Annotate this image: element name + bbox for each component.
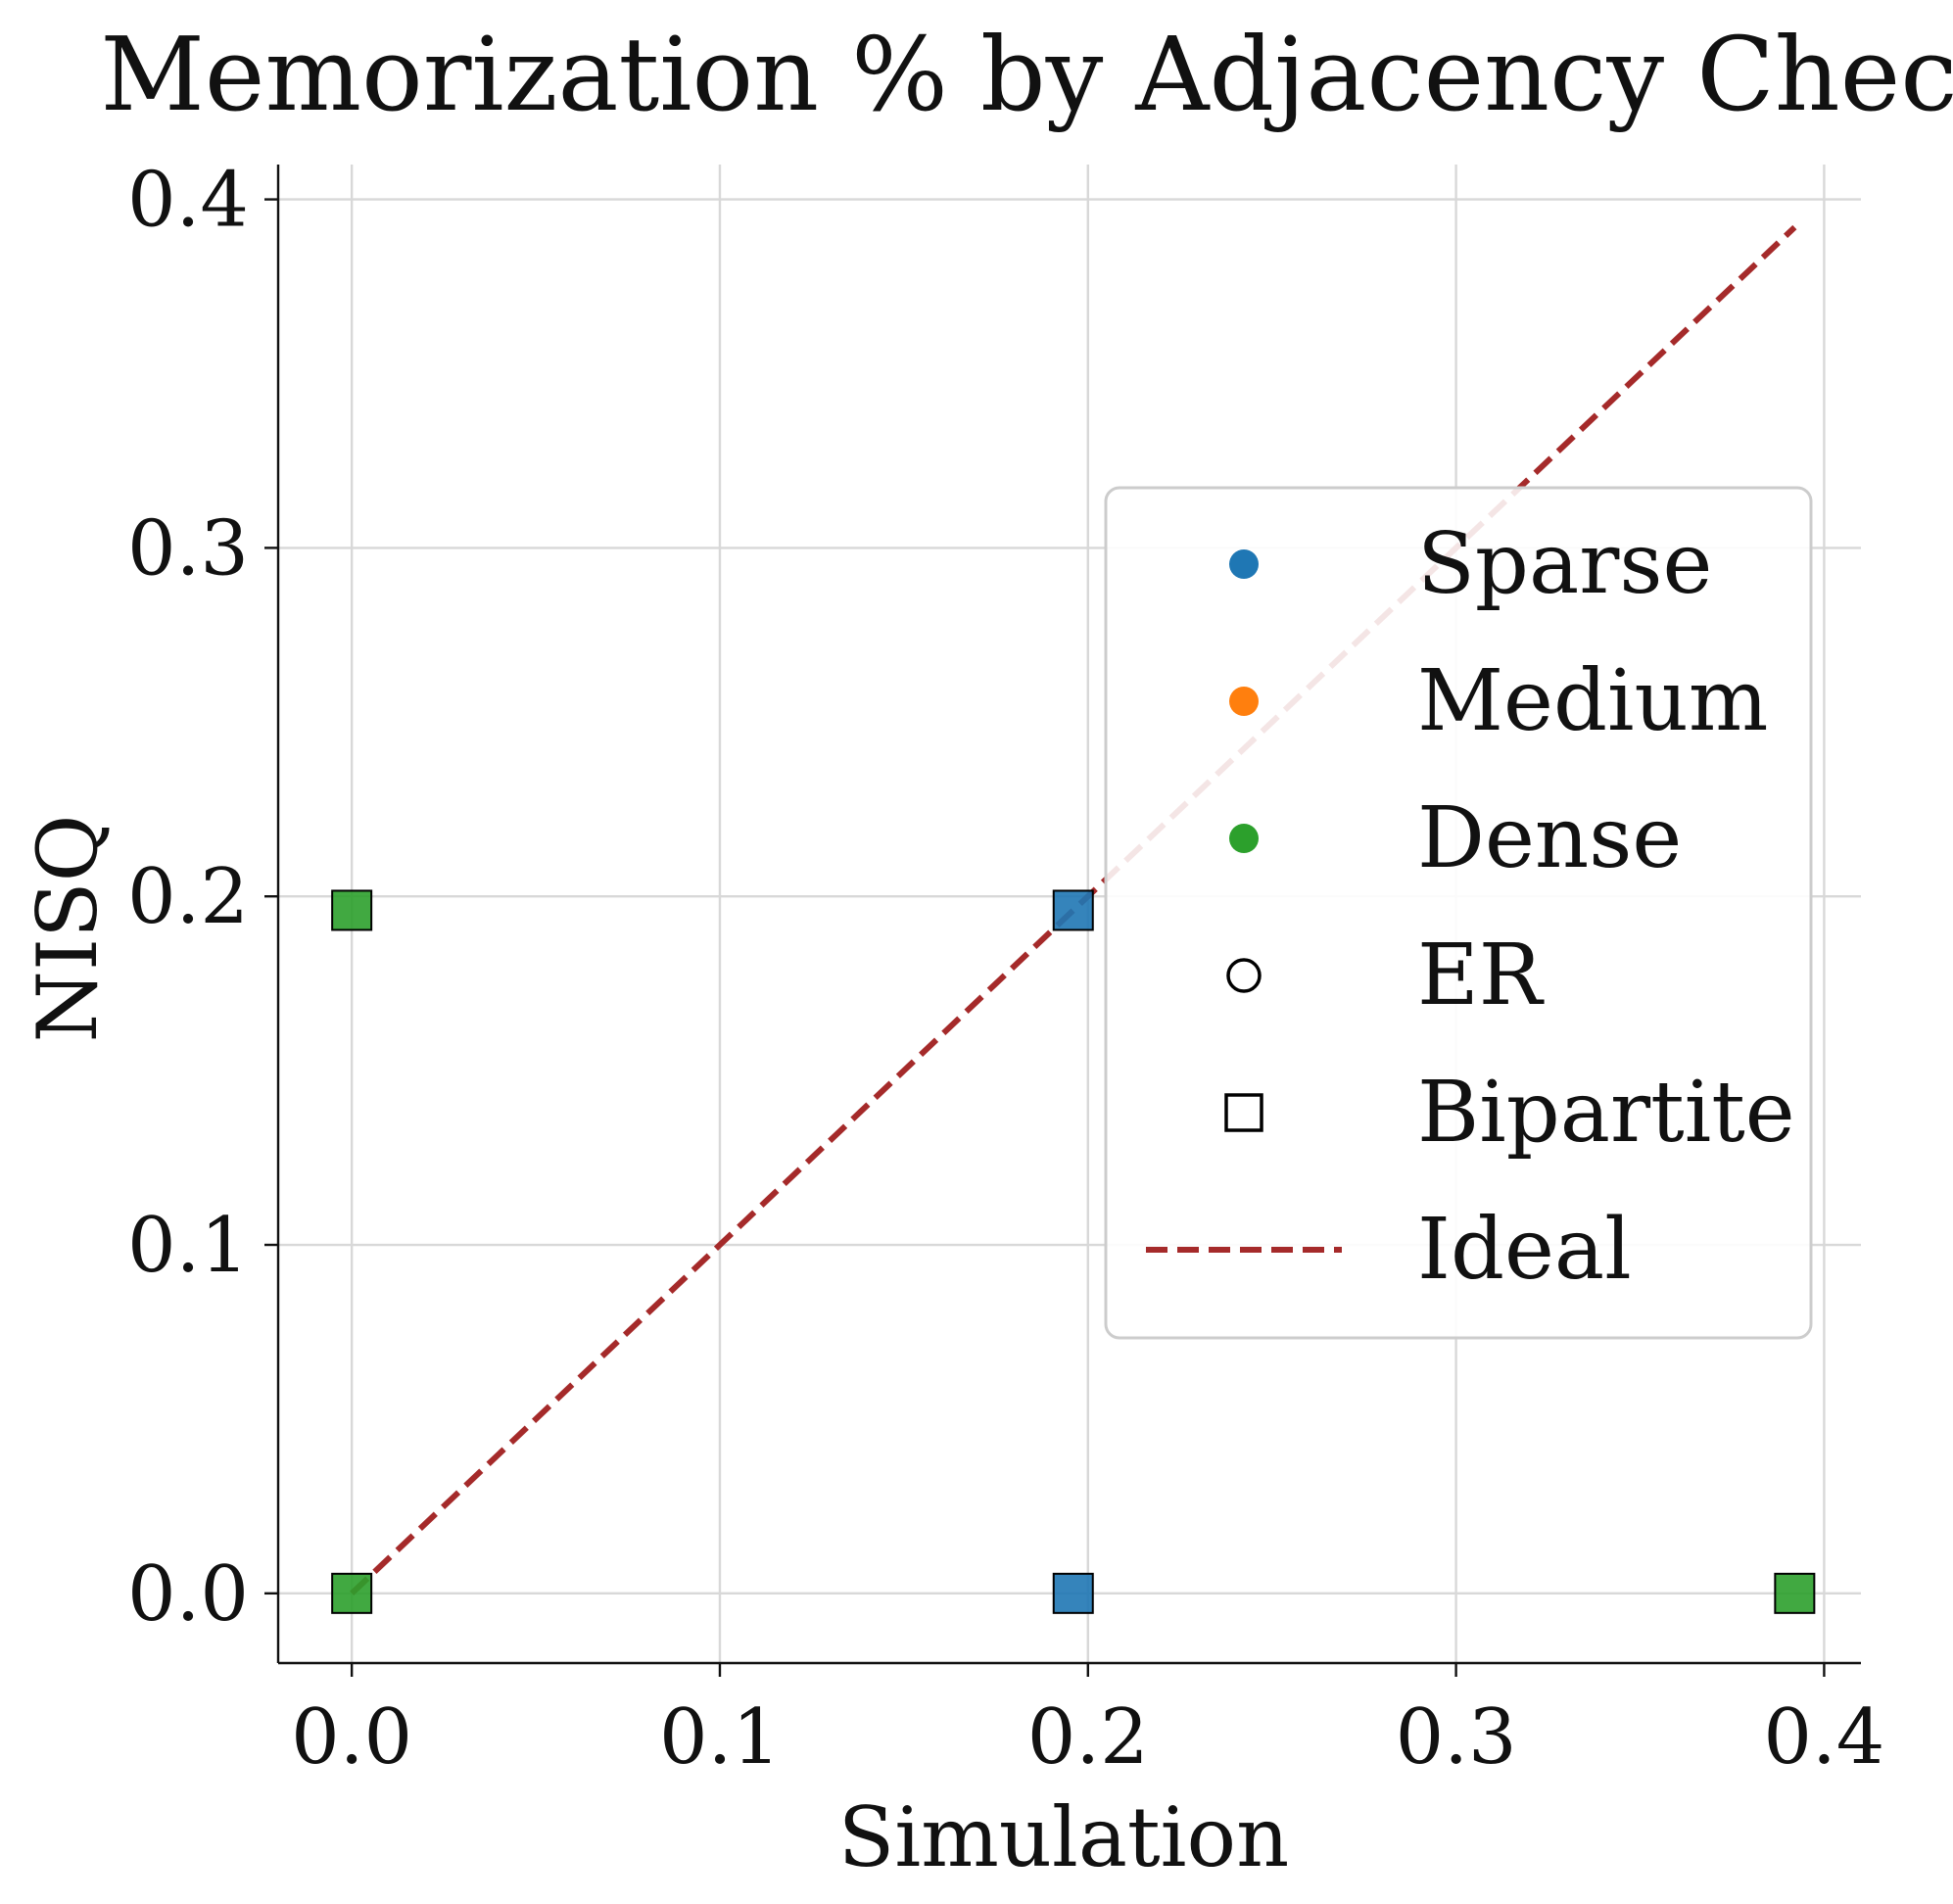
legend-label-ideal: Ideal	[1417, 1201, 1632, 1299]
y-tick-label: 0.4	[127, 157, 249, 245]
ideal-line	[350, 224, 1797, 1596]
legend-label-er: ER	[1417, 927, 1545, 1024]
data-point-dense	[331, 889, 373, 931]
points-layer	[331, 889, 1816, 1614]
data-point-sparse	[1052, 1572, 1094, 1614]
y-axis-label: NISQ	[20, 814, 116, 1042]
legend-marker-bipartite	[1224, 1093, 1263, 1132]
y-tick-label: 0.1	[127, 1202, 249, 1290]
x-tick-label: 0.1	[659, 1693, 781, 1782]
x-tick-label: 0.0	[291, 1693, 412, 1782]
legend-box	[1104, 486, 1813, 1340]
legend-label-dense: Dense	[1417, 789, 1682, 887]
legend-label-bipartite: Bipartite	[1417, 1064, 1795, 1162]
chart-title: Memorization % by Adjacency Check	[100, 15, 1953, 134]
y-tick-label: 0.2	[127, 853, 249, 941]
legend-marker-sparse	[1229, 549, 1259, 579]
x-tick-label: 0.4	[1763, 1693, 1884, 1782]
legend-marker-medium	[1229, 687, 1259, 716]
data-point-dense	[331, 1572, 373, 1614]
legend-marker-er	[1226, 958, 1262, 993]
legend-marker-dense	[1229, 824, 1259, 853]
data-point-dense	[1774, 1572, 1816, 1614]
legend-label-sparse: Sparse	[1417, 515, 1712, 613]
legend-label-medium: Medium	[1417, 652, 1768, 750]
x-axis-label: Simulation	[838, 1789, 1289, 1885]
legend: Sparse Medium Dense ER Bipartite Ideal	[1104, 486, 1813, 1340]
x-tick-label: 0.3	[1396, 1693, 1517, 1782]
ideal-line-layer	[350, 224, 1797, 1596]
data-point-sparse	[1052, 889, 1094, 931]
y-tick-label: 0.3	[127, 504, 249, 593]
y-tick-label: 0.0	[127, 1550, 249, 1639]
axes: 0.0 0.1 0.2 0.3 0.4 0.0 0.1 0.2 0.3 0.4	[127, 157, 1884, 1782]
x-tick-label: 0.2	[1027, 1693, 1149, 1782]
